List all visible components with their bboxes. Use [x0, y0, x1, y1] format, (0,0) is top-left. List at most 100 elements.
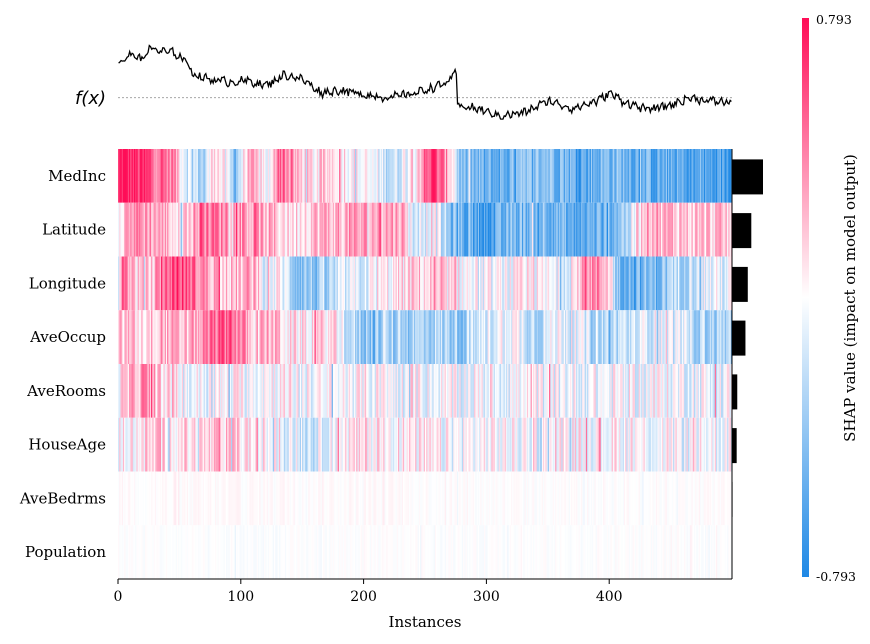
- heatmap-cell: [707, 364, 710, 418]
- heatmap-cell: [638, 417, 641, 472]
- heatmap-cell: [652, 202, 654, 257]
- heatmap-cell: [460, 525, 463, 579]
- heatmap-cell: [146, 364, 148, 418]
- heatmap-cell: [264, 202, 266, 257]
- heatmap-cell: [568, 364, 571, 418]
- heatmap-cell: [407, 256, 410, 311]
- heatmap-cell: [510, 149, 513, 203]
- heatmap-cell: [339, 256, 341, 311]
- heatmap-cell: [587, 525, 589, 579]
- heatmap-cell: [607, 417, 610, 472]
- heatmap-cell: [670, 256, 673, 311]
- heatmap-cell: [517, 149, 519, 203]
- heatmap-cell: [719, 471, 722, 526]
- heatmap-cell: [488, 471, 491, 526]
- heatmap-cell: [402, 471, 405, 526]
- heatmap-cell: [410, 202, 412, 257]
- heatmap-cell: [146, 417, 148, 472]
- heatmap-cell: [138, 310, 141, 364]
- heatmap-cell: [255, 364, 258, 418]
- heatmap-cell: [359, 149, 362, 203]
- heatmap-cell: [325, 202, 328, 257]
- heatmap-cell: [634, 256, 637, 311]
- heatmap-cell: [421, 525, 423, 579]
- heatmap-cell: [411, 471, 414, 526]
- heatmap-cell: [564, 417, 567, 472]
- heatmap-cell: [547, 525, 550, 579]
- heatmap-cell: [278, 310, 281, 364]
- heatmap-cell: [192, 256, 195, 311]
- heatmap-cell: [626, 256, 628, 311]
- heatmap-row-avebedrms: [118, 471, 733, 526]
- heatmap-cell: [208, 256, 211, 311]
- heatmap-cell: [442, 202, 444, 257]
- heatmap-cell: [436, 417, 438, 472]
- heatmap-cell: [636, 471, 638, 526]
- heatmap-cell: [455, 471, 458, 526]
- heatmap-cell: [569, 417, 572, 472]
- heatmap-cell: [529, 202, 531, 257]
- heatmap-cell: [273, 149, 276, 203]
- heatmap-cell: [249, 525, 251, 579]
- heatmap-cell: [686, 149, 689, 203]
- heatmap-cell: [407, 417, 410, 472]
- heatmap-cell: [298, 417, 301, 472]
- heatmap-cell: [142, 364, 145, 418]
- heatmap-cell: [567, 149, 570, 203]
- heatmap-cell: [352, 202, 355, 257]
- heatmap-cell: [677, 149, 680, 203]
- heatmap-cell: [727, 310, 729, 364]
- heatmap-cell: [552, 310, 555, 364]
- heatmap-cell: [172, 417, 174, 472]
- heatmap-cell: [321, 471, 324, 526]
- heatmap-cell: [152, 471, 154, 526]
- heatmap-cell: [510, 525, 513, 579]
- heatmap-cell: [400, 202, 403, 257]
- heatmap-cell: [682, 202, 685, 257]
- heatmap-cell: [720, 417, 723, 472]
- heatmap-cell: [233, 525, 236, 579]
- heatmap-cell: [643, 364, 646, 418]
- heatmap-cell: [390, 310, 393, 364]
- heatmap-cell: [452, 310, 454, 364]
- heatmap-cell: [644, 471, 647, 526]
- heatmap-cell: [506, 417, 508, 472]
- heatmap-cell: [359, 471, 362, 526]
- heatmap-cell: [467, 310, 470, 364]
- heatmap-cell: [530, 417, 533, 472]
- heatmap-cell: [348, 310, 351, 364]
- heatmap-cell: [172, 310, 174, 364]
- heatmap-cell: [541, 525, 544, 579]
- heatmap-cell: [663, 202, 665, 257]
- heatmap-cell: [291, 149, 293, 203]
- heatmap-cell: [439, 364, 442, 418]
- heatmap-cell: [418, 417, 421, 472]
- heatmap-cell: [431, 149, 433, 203]
- heatmap-cell: [571, 417, 573, 472]
- heatmap-cell: [388, 364, 390, 418]
- heatmap-cell: [147, 202, 150, 257]
- heatmap-cell: [495, 310, 497, 364]
- heatmap-cell: [222, 471, 224, 526]
- heatmap-cell: [129, 417, 131, 472]
- heatmap-cell: [646, 471, 648, 526]
- heatmap-cell: [163, 525, 166, 579]
- heatmap-cell: [689, 364, 691, 418]
- heatmap-cell: [380, 417, 383, 472]
- heatmap-cell: [235, 202, 238, 257]
- heatmap-cell: [356, 364, 358, 418]
- heatmap-cell: [547, 310, 550, 364]
- heatmap-cell: [450, 364, 453, 418]
- heatmap-cell: [303, 417, 306, 472]
- heatmap-cell: [320, 310, 323, 364]
- heatmap-cell: [513, 202, 515, 257]
- heatmap-cell: [654, 256, 657, 311]
- heatmap-cell: [641, 149, 643, 203]
- heatmap-cell: [692, 149, 695, 203]
- heatmap-cell: [474, 202, 476, 257]
- heatmap-cell: [469, 525, 471, 579]
- heatmap-cell: [568, 525, 571, 579]
- heatmap-cell: [670, 310, 673, 364]
- heatmap-cell: [447, 310, 449, 364]
- heatmap-cell: [289, 471, 292, 526]
